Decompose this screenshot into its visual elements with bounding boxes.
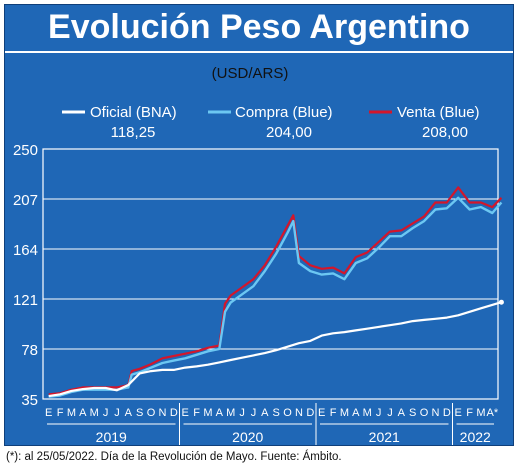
legend-item-oficial: Oficial (BNA) 118,25 (62, 104, 177, 141)
x-tick-label: F (193, 407, 200, 419)
plot-area (48, 186, 504, 398)
legend-value-oficial: 118,25 (111, 124, 156, 141)
x-tick-label: F (466, 407, 473, 419)
year-label: 2021 (369, 429, 400, 445)
legend-item-venta: Venta (Blue) 208,00 (369, 104, 480, 141)
footnote: (*): al 25/05/2022. Día de la Revolución… (6, 451, 342, 463)
y-tick-label: 35 (21, 392, 38, 409)
legend-value-venta: 208,00 (422, 124, 468, 141)
x-tick-label: S (409, 407, 416, 419)
plot-border (42, 148, 499, 400)
x-tick-label: M (363, 407, 372, 419)
legend-item-compra: Compra (Blue) 204,00 (208, 104, 333, 141)
x-tick-label: N (158, 407, 166, 419)
x-tick-label: J (376, 407, 382, 419)
x-tick-label: E (318, 407, 325, 419)
y-tick-label: 78 (21, 342, 38, 359)
x-tick-label: J (387, 407, 393, 419)
x-tick-label: J (103, 407, 109, 419)
x-tick-label: E (45, 407, 52, 419)
x-tick-label: M (90, 407, 99, 419)
x-tick-label: O (420, 407, 429, 419)
line-chart: (USD/ARS) Oficial (BNA) 118,25 Compra (B… (13, 65, 504, 445)
chart-title: Evolución Peso Argentino (48, 8, 470, 46)
x-tick-label: A (216, 407, 224, 419)
x-tick-label: A* (487, 407, 499, 419)
x-tick-label: N (295, 407, 303, 419)
legend-label-oficial: Oficial (BNA) (90, 104, 177, 121)
x-tick-label: O (147, 407, 156, 419)
year-label: 2022 (460, 429, 491, 445)
x-tick-label: O (283, 407, 292, 419)
y-axis: 250 207 164 121 78 35 (13, 142, 38, 409)
x-tick-label: E (182, 407, 189, 419)
y-tick-label: 164 (13, 242, 38, 259)
x-tick-label: M (476, 407, 485, 419)
x-tick-label: E (455, 407, 462, 419)
x-tick-label: A (398, 407, 406, 419)
year-label: 2020 (232, 429, 263, 445)
title-bar: Evolución Peso Argentino (5, 5, 513, 53)
x-tick-label: J (251, 407, 257, 419)
y-tick-label: 250 (13, 142, 38, 159)
chart-panel: Evolución Peso Argentino (USD/ARS) Ofici… (4, 4, 514, 446)
x-tick-label: J (239, 407, 245, 419)
x-tick-label: N (431, 407, 439, 419)
x-tick-label: F (330, 407, 337, 419)
year-label: 2019 (96, 429, 127, 445)
x-tick-label: D (170, 407, 178, 419)
legend-label-compra: Compra (Blue) (235, 104, 333, 121)
point-oficial-last (498, 299, 504, 305)
x-tick-label: S (273, 407, 280, 419)
series-line-compra (48, 196, 503, 398)
series-line-venta (48, 186, 503, 396)
series-line-oficial (48, 301, 502, 398)
y-tick-label: 121 (13, 292, 38, 309)
gridlines (42, 148, 499, 400)
x-tick-label: S (136, 407, 143, 419)
x-tick-label: J (114, 407, 120, 419)
x-tick-label: D (306, 407, 314, 419)
legend-value-compra: 204,00 (266, 124, 312, 141)
legend: Oficial (BNA) 118,25 Compra (Blue) 204,0… (62, 104, 480, 141)
x-tick-label: F (57, 407, 64, 419)
x-tick-label: A (79, 407, 87, 419)
x-tick-label: D (443, 407, 451, 419)
x-tick-label: A (352, 407, 360, 419)
x-tick-label: M (67, 407, 76, 419)
x-tick-label: A (261, 407, 269, 419)
legend-label-venta: Venta (Blue) (397, 104, 480, 121)
x-tick-label: M (203, 407, 212, 419)
x-tick-label: M (340, 407, 349, 419)
x-tick-label: M (226, 407, 235, 419)
y-tick-label: 207 (13, 192, 38, 209)
x-tick-label: A (125, 407, 133, 419)
unit-label: (USD/ARS) (212, 65, 289, 82)
